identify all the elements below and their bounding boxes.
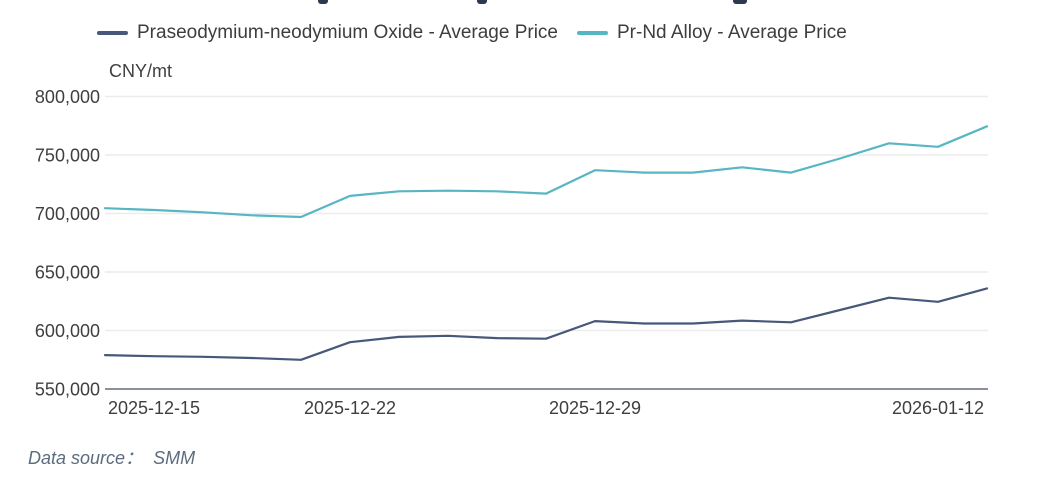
y-tick-label: 750,000 <box>35 146 100 166</box>
oxide-series-line-icon <box>97 31 128 35</box>
data-source-label: Data source： <box>28 448 144 468</box>
series-line-prnd-alloy <box>103 125 989 219</box>
y-tick-label: 600,000 <box>35 321 100 341</box>
y-tick-label: 650,000 <box>35 263 100 283</box>
legend-item-prnd-oxide[interactable]: Praseodymium-neodymium Oxide - Average P… <box>97 21 558 45</box>
clipped-title-fragment <box>318 0 328 4</box>
alloy-series-line-icon <box>577 31 608 35</box>
y-tick-label: 700,000 <box>35 204 100 224</box>
legend-label-prnd-oxide: Praseodymium-neodymium Oxide - Average P… <box>137 22 558 43</box>
clipped-title-fragment <box>477 0 487 4</box>
legend-item-prnd-alloy[interactable]: Pr-Nd Alloy - Average Price <box>577 21 847 45</box>
legend-label-prnd-alloy: Pr-Nd Alloy - Average Price <box>617 22 847 43</box>
y-tick-label: 550,000 <box>35 380 100 400</box>
x-tick-label: 2026-01-12 <box>892 398 984 418</box>
x-tick-label: 2025-12-29 <box>549 398 641 418</box>
series-line-prnd-oxide <box>103 287 989 361</box>
y-axis-unit-label: CNY/mt <box>109 61 172 81</box>
x-tick-label: 2025-12-15 <box>108 398 200 418</box>
price-line-chart: 550,000 600,000 650,000 700,000 750,000 800,0… <box>35 87 989 418</box>
y-tick-label: 800,000 <box>35 87 100 107</box>
clipped-chart-title <box>0 0 1046 6</box>
data-source-value: SMM <box>153 448 196 468</box>
clipped-title-fragment <box>733 0 747 4</box>
x-tick-label: 2025-12-22 <box>304 398 396 418</box>
data-source-note: Data source： SMM <box>28 444 195 470</box>
chart-legend: Praseodymium-neodymium Oxide - Average P… <box>97 21 847 45</box>
